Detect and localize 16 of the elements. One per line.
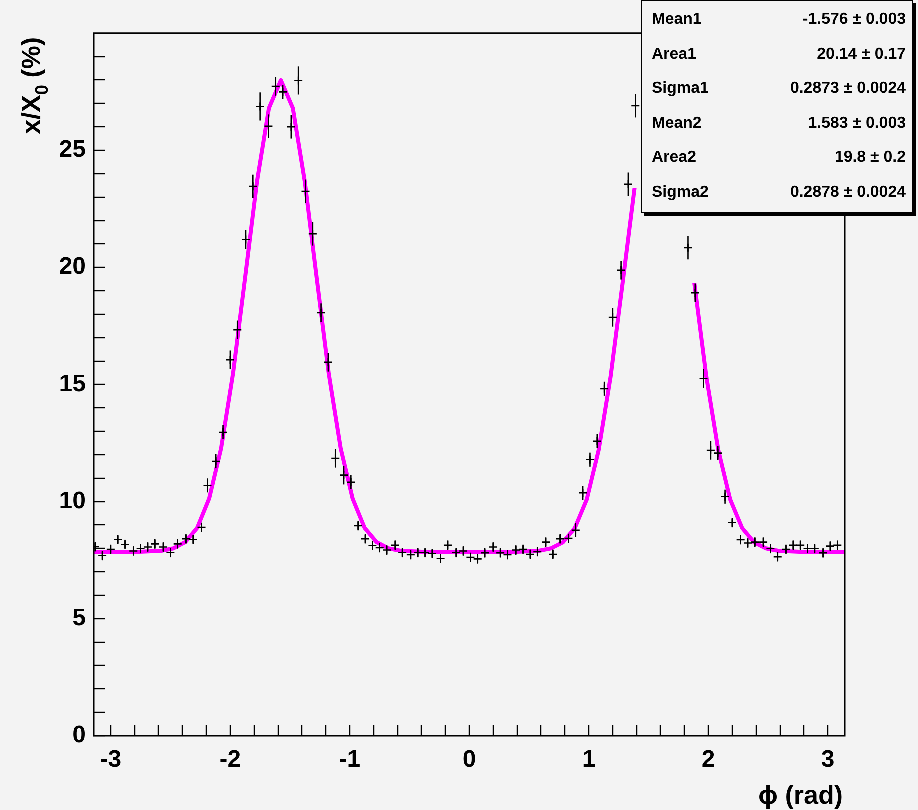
x-tick-label: -3 <box>100 746 122 774</box>
y-axis-title: x/X0 (%) <box>16 37 52 134</box>
y-tick-label: 15 <box>59 370 86 398</box>
x-tick-label: 2 <box>702 746 716 774</box>
y-tick-label: 20 <box>59 253 86 280</box>
x-tick-label: -2 <box>220 746 242 774</box>
y-tick-label: 10 <box>59 487 86 514</box>
y-tick-label: 5 <box>72 604 86 632</box>
x-tick-label: 3 <box>821 746 835 774</box>
x-axis-title: ϕ (rad) <box>758 780 844 810</box>
y-tick-label: 0 <box>72 722 86 749</box>
stats-panel: Mean1 -1.576 ± 0.003 Area1 20.14 ± 0.17 Sigma1 0.2873 ± 0.0024 Mean2 1.583 ± 0.003 Area2 19.8 ± 0.2 Sigma2 0.2878 ± 0.0024 <box>641 0 913 213</box>
x-tick-label: 0 <box>462 746 476 774</box>
y-tick-label: 25 <box>59 136 86 164</box>
x-tick-label: -1 <box>339 746 361 774</box>
x-tick-label: 1 <box>582 746 596 774</box>
